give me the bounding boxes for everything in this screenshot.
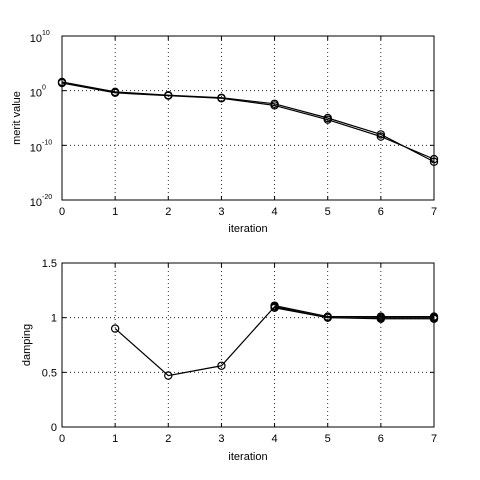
top-y-tick-exponent: -20: [42, 194, 52, 201]
top-x-tick-label: 3: [218, 206, 224, 218]
top-y-tick-base: 10: [30, 142, 42, 154]
bottom-data-point: [217, 361, 226, 370]
bottom-data-point: [429, 314, 439, 323]
bottom-data-point: [110, 324, 120, 333]
bottom-y-axis-label: damping: [21, 324, 33, 366]
top-y-tick-label: 10 -10: [30, 139, 52, 154]
top-data-point: [110, 88, 120, 98]
bottom-x-tick-label: 1: [112, 433, 118, 445]
bottom-series-line-1: [274, 305, 434, 318]
top-x-axis-label: iteration: [228, 223, 267, 235]
top-data-point: [164, 91, 173, 100]
top-axes-box: [61, 35, 435, 201]
bottom-series-1: [270, 301, 439, 321]
bottom-x-axis-label: iteration: [228, 451, 267, 463]
top-x-tick-label: 4: [272, 206, 278, 218]
top-data-point: [270, 101, 279, 110]
bottom-data-point: [270, 301, 279, 310]
top-data-point: [323, 115, 332, 124]
bottom-data-point: [376, 314, 386, 323]
bottom-y-tick-label: 1: [51, 313, 57, 325]
top-data-point: [429, 157, 439, 166]
top-y-tick-label: 10 0: [30, 85, 46, 100]
top-series-1: [57, 78, 439, 164]
top-x-tick-label: 7: [431, 206, 437, 218]
top-x-tick-label: 0: [59, 206, 65, 218]
bottom-x-tick-label: 6: [378, 433, 384, 445]
bottom-data-point: [376, 312, 386, 321]
top-data-point: [217, 94, 226, 103]
top-y-axis-label: merit value: [11, 91, 23, 145]
bottom-y-tick-label: 0: [51, 422, 57, 434]
top-y-tick-base: 10: [30, 197, 42, 209]
bottom-data-point: [164, 371, 173, 380]
top-data-point: [429, 154, 439, 164]
top-y-tick-exponent: -10: [42, 139, 52, 146]
top-y-tick-base: 10: [30, 88, 42, 100]
top-data-point: [376, 132, 386, 141]
top-x-tick-label: 5: [325, 206, 331, 218]
bottom-series-2: [270, 303, 439, 323]
bottom-series-line-2: [274, 307, 434, 320]
bottom-axes-box: [61, 262, 435, 428]
top-y-tick-base: 10: [30, 33, 42, 45]
bottom-x-tick-label: 5: [325, 433, 331, 445]
top-data-point: [376, 130, 386, 139]
top-y-tick-exponent: 0: [42, 85, 46, 92]
bottom-y-tick-label: 1.5: [42, 258, 57, 270]
top-data-point: [57, 78, 67, 88]
bottom-grid: [62, 263, 434, 427]
top-y-tick-exponent: 10: [42, 30, 50, 37]
top-series-line-0: [61, 81, 435, 163]
bottom-x-tick-label: 4: [272, 433, 278, 445]
bottom-y-tick-label: 0.5: [42, 367, 57, 379]
bottom-x-tick-label: 0: [59, 433, 65, 445]
damping-chart: 0 1 2 3 4 5 6 7 0 0.5 1 1.5 iteration damping: [21, 258, 439, 463]
bottom-series-line-0: [114, 306, 434, 377]
top-y-tick-label: 10 10: [30, 30, 50, 45]
top-x-tick-label: 6: [378, 206, 384, 218]
bottom-data-point: [270, 303, 279, 313]
bottom-x-tick-label: 3: [218, 433, 224, 445]
bottom-plot-area: [62, 263, 434, 427]
top-x-tick-label: 2: [165, 206, 171, 218]
top-x-tick-label: 1: [112, 206, 118, 218]
bottom-x-tick-label: 7: [431, 433, 437, 445]
top-series-line-1: [61, 82, 435, 160]
top-plot-area: [62, 36, 434, 200]
top-grid: [62, 36, 434, 200]
bottom-data-point: [323, 313, 332, 322]
bottom-x-tick-label: 2: [165, 433, 171, 445]
top-y-tick-label: 10 -20: [30, 194, 52, 209]
bottom-data-point: [429, 312, 439, 321]
